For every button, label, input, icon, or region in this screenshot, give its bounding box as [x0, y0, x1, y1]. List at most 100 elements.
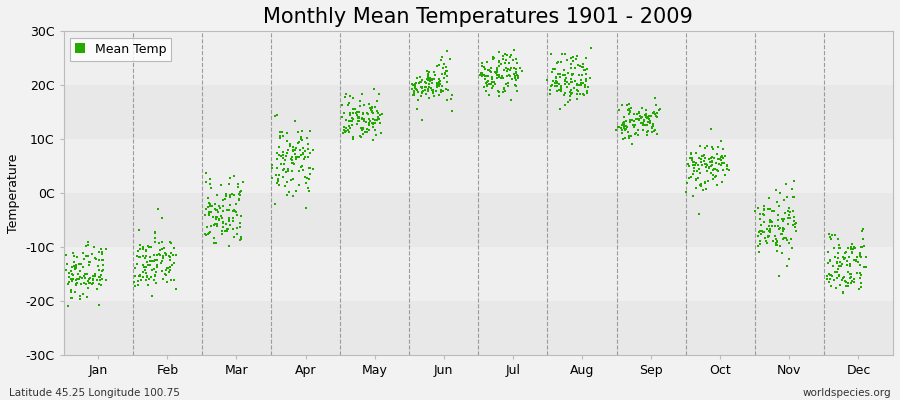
- Point: [346, 95, 361, 102]
- Point: [219, 221, 233, 227]
- Point: [551, 59, 565, 65]
- Point: [550, 80, 564, 86]
- Point: [492, 71, 507, 78]
- Point: [292, 168, 306, 174]
- Point: [140, 273, 155, 279]
- Point: [624, 118, 638, 124]
- Point: [149, 280, 164, 287]
- Point: [158, 266, 173, 273]
- Point: [276, 161, 291, 167]
- Point: [757, 229, 771, 236]
- Point: [127, 278, 141, 285]
- Point: [763, 219, 778, 225]
- Point: [420, 68, 435, 74]
- Point: [779, 194, 794, 200]
- Point: [842, 270, 857, 277]
- Point: [428, 76, 442, 82]
- Point: [273, 133, 287, 140]
- Point: [500, 73, 514, 79]
- Point: [71, 271, 86, 277]
- Point: [128, 283, 142, 289]
- Point: [778, 210, 792, 216]
- Point: [577, 92, 591, 98]
- Point: [698, 186, 713, 192]
- Point: [574, 76, 589, 83]
- Point: [204, 222, 219, 229]
- Point: [440, 68, 454, 74]
- Point: [628, 121, 643, 128]
- Point: [568, 78, 582, 84]
- Point: [368, 132, 382, 138]
- Point: [64, 268, 78, 274]
- Point: [275, 174, 290, 180]
- Point: [558, 81, 572, 88]
- Point: [293, 164, 308, 170]
- Point: [509, 72, 524, 78]
- Point: [557, 51, 572, 57]
- Point: [854, 284, 868, 290]
- Point: [509, 66, 524, 73]
- Point: [712, 156, 726, 162]
- Point: [645, 129, 660, 135]
- Point: [773, 225, 788, 231]
- Point: [496, 53, 510, 59]
- Point: [557, 67, 572, 73]
- Point: [480, 82, 494, 88]
- Point: [63, 287, 77, 293]
- Point: [149, 269, 164, 276]
- Point: [63, 276, 77, 282]
- Point: [636, 117, 651, 123]
- Point: [79, 280, 94, 287]
- Point: [757, 212, 771, 218]
- Point: [65, 278, 79, 284]
- Point: [216, 197, 230, 204]
- Point: [426, 86, 440, 93]
- Point: [510, 60, 525, 66]
- Point: [631, 116, 645, 123]
- Point: [759, 238, 773, 245]
- Point: [650, 114, 664, 120]
- Point: [201, 230, 215, 237]
- Point: [777, 226, 791, 232]
- Point: [65, 295, 79, 302]
- Point: [365, 109, 380, 115]
- Point: [785, 244, 799, 251]
- Point: [557, 102, 572, 108]
- Point: [638, 112, 652, 119]
- Point: [857, 242, 871, 249]
- Point: [283, 143, 297, 149]
- Point: [133, 272, 148, 279]
- Point: [751, 205, 765, 212]
- Point: [575, 72, 590, 78]
- Point: [640, 128, 654, 135]
- Point: [366, 86, 381, 93]
- Point: [226, 208, 240, 214]
- Point: [91, 263, 105, 270]
- Point: [79, 294, 94, 300]
- Point: [647, 95, 662, 102]
- Point: [692, 210, 706, 217]
- Point: [350, 109, 365, 116]
- Point: [486, 82, 500, 89]
- Point: [342, 123, 356, 129]
- Point: [293, 134, 308, 141]
- Point: [137, 264, 151, 270]
- Point: [135, 269, 149, 275]
- Point: [852, 270, 867, 276]
- Point: [708, 166, 723, 172]
- Point: [855, 227, 869, 234]
- Point: [704, 170, 718, 176]
- Point: [68, 264, 83, 271]
- Point: [77, 280, 92, 286]
- Point: [94, 268, 109, 274]
- Point: [626, 123, 641, 129]
- Point: [825, 273, 840, 280]
- Point: [139, 277, 153, 283]
- Point: [556, 92, 571, 98]
- Point: [415, 84, 429, 90]
- Point: [482, 81, 497, 87]
- Point: [67, 258, 81, 265]
- Point: [207, 235, 221, 241]
- Point: [786, 222, 800, 228]
- Point: [714, 161, 728, 168]
